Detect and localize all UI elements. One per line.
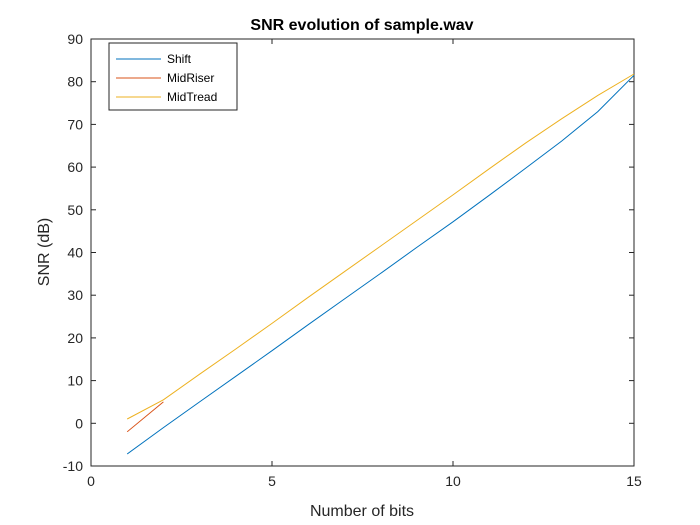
x-axis-label: Number of bits: [310, 503, 414, 520]
x-tick-label: 10: [445, 473, 461, 489]
legend: Shift MidRiser MidTread: [108, 42, 238, 111]
chart-title: SNR evolution of sample.wav: [250, 17, 473, 34]
series-lines: [126, 73, 635, 455]
x-tick-label: 15: [626, 473, 642, 489]
y-tick-label: 60: [67, 159, 83, 175]
y-axis-label: SNR (dB): [36, 218, 53, 286]
y-tick-label: 20: [67, 330, 83, 346]
series-line-midriser: [126, 401, 164, 433]
y-tick-label: 10: [67, 373, 83, 389]
legend-label-midriser: MidRiser: [167, 71, 214, 85]
legend-box: [108, 42, 238, 111]
y-tick-label: 0: [75, 415, 83, 431]
series-line-midtread: [126, 73, 635, 420]
legend-label-shift: Shift: [167, 52, 192, 66]
legend-label-midtread: MidTread: [167, 90, 217, 104]
y-tick-label: 80: [67, 74, 83, 90]
series-line-shift: [126, 74, 635, 455]
x-tick-label: 0: [87, 473, 95, 489]
y-tick-label: 90: [67, 31, 83, 47]
y-tick-label: -10: [63, 458, 83, 474]
y-tick-label: 30: [67, 287, 83, 303]
y-tick-label: 50: [67, 202, 83, 218]
y-tick-label: 70: [67, 116, 83, 132]
x-tick-label: 5: [268, 473, 276, 489]
y-tick-label: 40: [67, 245, 83, 261]
